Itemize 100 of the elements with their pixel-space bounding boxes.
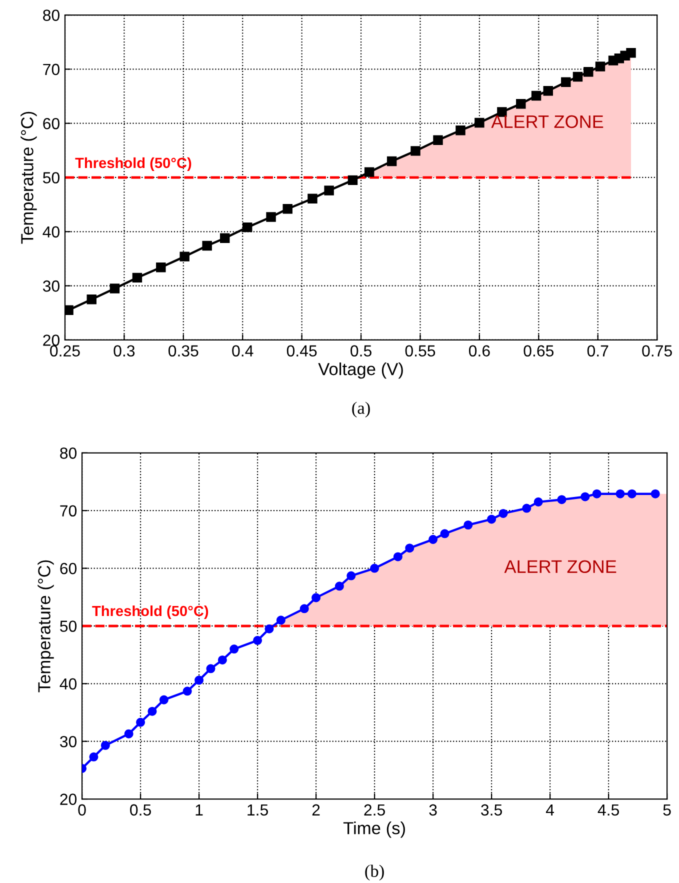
y-axis-title: Temperature (°C) [20,112,37,244]
x-tick-label: 0.35 [168,345,198,357]
point [474,118,484,128]
y-tick-label: 60 [43,118,60,130]
x-tick-label: 1 [196,804,203,816]
x-tick-label: 0.65 [524,345,554,357]
point [440,529,450,538]
point [584,67,594,77]
point [124,729,134,738]
point [230,644,239,654]
x-axis-title: Voltage (V) [318,362,403,379]
point [334,582,344,591]
point [89,752,98,762]
point [100,740,110,750]
point [182,686,192,696]
point [156,262,166,272]
ref-line-label: Threshold (50°C) [75,157,192,171]
x-tick-label: 4.5 [598,804,619,816]
point [220,233,230,243]
point [132,272,142,283]
point [487,514,496,524]
point [405,544,414,553]
point [557,495,566,504]
point [218,655,227,665]
ref-line-label: Threshold (50°C) [92,605,208,620]
point [266,212,276,222]
y-tick-label: 40 [42,226,60,238]
point [180,252,190,262]
y-tick-label: 30 [60,736,77,748]
point [64,305,74,316]
point [410,146,420,156]
point [433,135,443,145]
y-tick-label: 30 [42,280,60,292]
y-tick-label: 20 [60,794,77,805]
y-tick-label: 40 [60,678,77,690]
point [522,504,532,513]
point [592,489,602,498]
point [282,204,292,214]
text: (a) [352,402,370,418]
point [370,564,380,573]
point [386,156,397,166]
x-tick-label: 0.3 [114,345,135,357]
point [202,240,212,251]
point [242,222,252,232]
point [312,593,321,602]
point [253,636,262,645]
point [86,294,96,304]
point [534,497,543,506]
y-tick-label: 50 [60,620,77,632]
x-tick-label: 0.75 [642,345,672,357]
text: (b) [365,864,384,881]
point [364,167,374,177]
point [627,489,636,498]
point [148,706,157,716]
point [498,508,508,518]
x-tick-label: 0 [78,804,86,816]
point [543,86,553,96]
x-tick-label: 0.5 [130,804,151,816]
x-tick-label: 2 [312,804,320,816]
point [456,126,466,136]
point [531,90,542,101]
y-tick-label: 50 [42,172,60,184]
x-tick-label: 0.45 [286,345,317,357]
point [626,48,636,58]
x-tick-label: 4 [546,804,554,816]
point [616,489,625,498]
point [650,489,660,498]
y-tick-label: 70 [60,505,77,517]
y-tick-label: 70 [43,64,60,76]
x-tick-label: 0.6 [468,345,490,357]
point [276,616,286,625]
annotation: ALERT ZONE [491,115,604,128]
y-axis-title: Temperature (°C) [38,560,54,692]
x-axis-title: Time (s) [343,822,405,838]
point [464,520,473,530]
x-tick-label: 0.4 [232,345,254,357]
y-tick-label: 60 [60,562,77,574]
point [561,77,571,88]
point [580,492,590,502]
x-tick-label: 3.5 [481,804,502,816]
x-tick-label: 1.5 [248,804,268,816]
x-tick-label: 0.55 [405,345,436,357]
point [346,571,356,580]
x-tick-label: 2.5 [364,804,385,816]
point [264,624,274,634]
point [516,98,526,109]
x-tick-label: 0.5 [350,345,372,357]
y-tick-label: 80 [60,448,77,459]
x-tick-label: 5 [663,804,671,816]
x-tick-label: 0.25 [50,345,80,357]
y-tick-label: 20 [43,334,60,346]
point [324,186,334,196]
point [393,552,402,562]
y-tick-label: 80 [43,10,60,21]
point [159,695,168,704]
point [595,62,606,72]
annotation: ALERT ZONE [504,560,616,573]
point [300,604,309,614]
point [206,664,216,674]
x-tick-label: 0.7 [587,345,608,357]
